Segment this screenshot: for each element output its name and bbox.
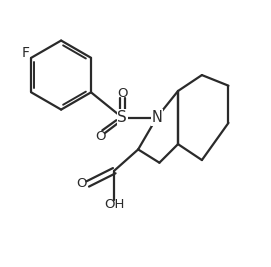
Text: N: N (151, 110, 162, 125)
Text: O: O (117, 87, 127, 100)
Text: F: F (21, 46, 29, 60)
Text: S: S (117, 110, 127, 125)
Text: OH: OH (104, 198, 124, 211)
Text: O: O (76, 178, 86, 190)
Text: O: O (96, 130, 106, 143)
